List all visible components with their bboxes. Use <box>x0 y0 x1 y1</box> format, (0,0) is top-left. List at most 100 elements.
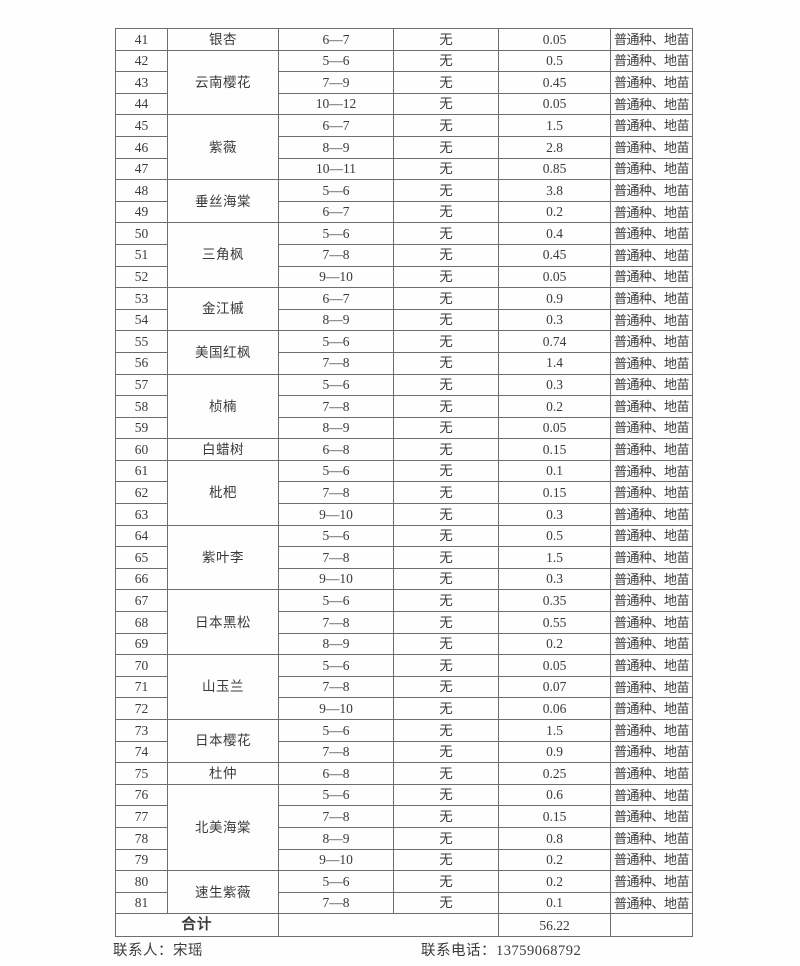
availability: 无 <box>393 157 499 181</box>
plant-name: 速生紫薇 <box>167 870 279 915</box>
size-range: 9—10 <box>278 265 394 289</box>
row-number: 66 <box>115 567 168 591</box>
table-row: 73 日本樱花 5—6 无 1.5 普通种、地苗 <box>115 718 693 764</box>
size-range: 10—12 <box>278 92 394 116</box>
quantity: 0.05 <box>498 265 611 289</box>
table-row: 49 6—7 无 0.2 普通种、地苗 <box>115 200 693 224</box>
row-number: 63 <box>115 503 168 526</box>
plant-name: 三角枫 <box>167 222 279 289</box>
quantity: 1.5 <box>498 114 611 137</box>
table-row: 74 7—8 无 0.9 普通种、地苗 <box>115 740 693 764</box>
table-row: 64 紫叶李 5—6 无 0.5 普通种、地苗 <box>115 524 693 591</box>
spec: 普通种、地苗 <box>610 611 693 634</box>
spec: 普通种、地苗 <box>610 28 693 51</box>
spec: 普通种、地苗 <box>610 719 693 742</box>
availability: 无 <box>393 805 499 828</box>
spec: 普通种、地苗 <box>610 697 693 720</box>
size-range: 6—8 <box>278 762 394 785</box>
plant-name: 银杏 <box>167 28 279 51</box>
availability: 无 <box>393 200 499 224</box>
table-row: 61 枇杷 5—6 无 0.1 普通种、地苗 <box>115 459 693 526</box>
availability: 无 <box>393 28 499 51</box>
availability: 无 <box>393 697 499 720</box>
plant-name: 紫叶李 <box>167 524 279 591</box>
size-range: 5—6 <box>278 654 394 677</box>
row-number: 62 <box>115 481 168 505</box>
size-range: 6—7 <box>278 287 394 310</box>
quantity: 0.25 <box>498 762 611 785</box>
availability: 无 <box>393 92 499 116</box>
spec: 普通种、地苗 <box>610 179 693 202</box>
quantity: 1.5 <box>498 719 611 742</box>
size-range: 7—8 <box>278 395 394 418</box>
quantity: 0.1 <box>498 891 611 915</box>
size-range: 5—6 <box>278 524 394 548</box>
spec: 普通种、地苗 <box>610 459 693 483</box>
size-range: 5—6 <box>278 459 394 483</box>
size-range: 6—7 <box>278 200 394 224</box>
quantity: 0.15 <box>498 805 611 828</box>
availability: 无 <box>393 71 499 94</box>
availability: 无 <box>393 49 499 73</box>
plant-name: 白蜡树 <box>167 438 279 461</box>
availability: 无 <box>393 783 499 807</box>
row-number: 57 <box>115 373 168 397</box>
quantity: 0.05 <box>498 92 611 116</box>
plant-name: 美国红枫 <box>167 330 279 375</box>
plant-name: 北美海棠 <box>167 783 279 872</box>
quantity: 3.8 <box>498 179 611 202</box>
table-row: 66 9—10 无 0.3 普通种、地苗 <box>115 567 693 591</box>
availability: 无 <box>393 330 499 353</box>
table-row: 53 金江槭 6—7 无 0.9 普通种、地苗 <box>115 287 693 332</box>
quantity: 0.2 <box>498 395 611 418</box>
size-range: 8—9 <box>278 632 394 656</box>
row-number: 49 <box>115 200 168 224</box>
table-row: 41 银杏 6—7 无 0.05 普通种、地苗 <box>115 28 693 51</box>
availability: 无 <box>393 222 499 245</box>
size-range: 5—6 <box>278 179 394 202</box>
table-row: 72 9—10 无 0.06 普通种、地苗 <box>115 697 693 720</box>
spec: 普通种、地苗 <box>610 481 693 505</box>
availability: 无 <box>393 589 499 613</box>
row-number: 46 <box>115 135 168 159</box>
size-range: 9—10 <box>278 848 394 872</box>
plant-name: 云南樱花 <box>167 49 279 116</box>
spec: 普通种、地苗 <box>610 589 693 613</box>
size-range: 7—8 <box>278 546 394 569</box>
row-number: 79 <box>115 848 168 872</box>
plant-name: 山玉兰 <box>167 654 279 720</box>
size-range: 5—6 <box>278 330 394 353</box>
size-range: 5—6 <box>278 719 394 742</box>
row-number: 76 <box>115 783 168 807</box>
table-row: 67 日本黑松 5—6 无 0.35 普通种、地苗 <box>115 589 693 656</box>
total-spec-empty-cell <box>610 913 693 938</box>
table-footer: 合计 56.22 <box>115 913 693 938</box>
quantity: 0.1 <box>498 459 611 483</box>
table-row: 76 北美海棠 5—6 无 0.6 普通种、地苗 <box>115 783 693 872</box>
row-number: 50 <box>115 222 168 245</box>
availability: 无 <box>393 459 499 483</box>
spec: 普通种、地苗 <box>610 675 693 699</box>
spec: 普通种、地苗 <box>610 287 693 310</box>
quantity: 0.15 <box>498 481 611 505</box>
plant-name: 垂丝海棠 <box>167 179 279 224</box>
spec: 普通种、地苗 <box>610 567 693 591</box>
plant-name: 日本黑松 <box>167 589 279 656</box>
table-body: 41 银杏 6—7 无 0.05 普通种、地苗 42 云南樱花 5—6 无 0.5 普通种、地苗 43 7… <box>115 28 693 915</box>
spec: 普通种、地苗 <box>610 416 693 440</box>
spec: 普通种、地苗 <box>610 243 693 267</box>
table-row: 70 山玉兰 5—6 无 0.05 普通种、地苗 <box>115 654 693 720</box>
row-number: 44 <box>115 92 168 116</box>
size-range: 9—10 <box>278 503 394 526</box>
row-number: 41 <box>115 28 168 51</box>
spec: 普通种、地苗 <box>610 114 693 137</box>
size-range: 6—7 <box>278 28 394 51</box>
quantity: 0.05 <box>498 416 611 440</box>
quantity: 0.35 <box>498 589 611 613</box>
spec: 普通种、地苗 <box>610 222 693 245</box>
quantity: 0.07 <box>498 675 611 699</box>
size-range: 8—9 <box>278 416 394 440</box>
availability: 无 <box>393 135 499 159</box>
availability: 无 <box>393 632 499 656</box>
size-range: 7—8 <box>278 675 394 699</box>
